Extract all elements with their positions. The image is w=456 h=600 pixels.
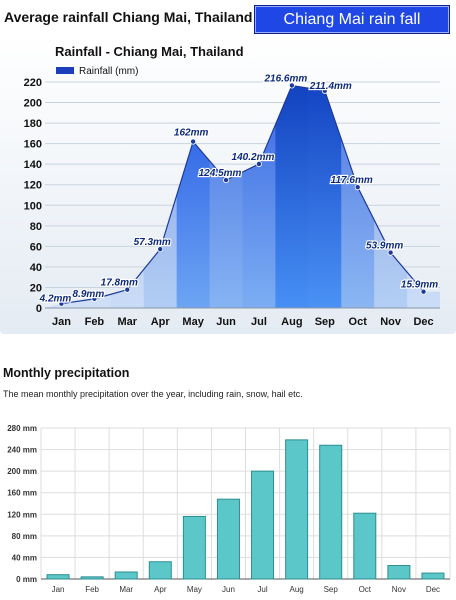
x-tick-label: Aug	[290, 585, 304, 594]
x-tick-label: Nov	[392, 585, 406, 594]
legend-label: Rainfall (mm)	[79, 66, 138, 77]
x-tick-label: Mar	[118, 316, 138, 328]
legend-swatch	[56, 67, 74, 74]
data-label: 124.5mm	[199, 168, 242, 179]
bar	[80, 576, 104, 580]
data-label: 140.2mm	[232, 152, 275, 163]
data-label: 8.9mm	[73, 289, 105, 300]
data-label: 53.9mm	[366, 241, 403, 252]
x-tick-label: Dec	[426, 585, 440, 594]
x-tick-label: Apr	[154, 585, 167, 594]
bar	[285, 439, 309, 580]
chart-title: Rainfall - Chiang Mai, Thailand	[55, 44, 244, 59]
y-tick-label: 60	[30, 241, 42, 253]
x-tick-label: Jun	[216, 316, 236, 328]
data-label: 17.8mm	[101, 278, 138, 289]
x-tick-label: May	[187, 585, 202, 594]
x-tick-label: Mar	[119, 585, 133, 594]
data-label: 15.9mm	[401, 280, 438, 291]
y-tick-label: 80 mm	[12, 532, 37, 541]
y-tick-label: 80	[30, 221, 42, 233]
x-tick-label: Jul	[251, 316, 267, 328]
x-tick-label: Jun	[222, 585, 235, 594]
data-label: 162mm	[174, 128, 209, 139]
bar	[319, 444, 343, 580]
data-point	[255, 160, 262, 167]
x-tick-label: May	[182, 316, 204, 328]
x-tick-label: Jan	[52, 316, 71, 328]
rainfall-area-chart: Rainfall - Chiang Mai, Thailand Rainfall …	[0, 34, 456, 334]
data-point	[387, 249, 394, 256]
bar	[182, 515, 206, 580]
y-tick-label: 160 mm	[7, 489, 37, 498]
x-tick-label: Feb	[85, 316, 105, 328]
data-point	[124, 286, 131, 293]
section-subtitle: The mean monthly precipitation over the …	[3, 389, 303, 399]
chart-badge: Chiang Mai rain fall	[254, 5, 450, 34]
bar	[387, 565, 411, 580]
x-tick-label: Jan	[52, 585, 65, 594]
y-tick-label: 220	[24, 77, 42, 89]
x-tick-label: Jul	[257, 585, 267, 594]
data-point	[321, 87, 328, 94]
y-tick-label: 140	[24, 159, 42, 171]
y-tick-label: 0 mm	[16, 575, 37, 584]
x-tick-label: Feb	[85, 585, 99, 594]
y-tick-label: 280 mm	[7, 424, 37, 433]
data-point	[354, 184, 361, 191]
x-tick-label: Oct	[359, 585, 372, 594]
y-tick-label: 200 mm	[7, 467, 37, 476]
data-point	[420, 288, 427, 295]
bar	[353, 512, 377, 580]
x-tick-label: Oct	[349, 316, 368, 328]
section-title: Monthly precipitation	[3, 366, 130, 380]
y-tick-label: 160	[24, 139, 42, 151]
x-tick-label: Sep	[324, 585, 339, 594]
bar	[421, 572, 445, 580]
series-line	[61, 84, 425, 305]
data-point	[288, 82, 295, 89]
x-tick-label: Apr	[151, 316, 171, 328]
data-point	[190, 138, 197, 145]
data-point	[58, 300, 65, 307]
precipitation-bar-chart: 0 mm 40 mm 80 mm 120 mm 160 mm 200 mm 240 mm 28…	[7, 424, 451, 594]
bar	[216, 498, 240, 580]
y-tick-label: 20	[30, 282, 42, 294]
y-tick-label: 120 mm	[7, 510, 37, 519]
bar	[148, 561, 172, 580]
y-tick-label: 0	[36, 303, 42, 315]
data-point	[91, 295, 98, 302]
page-title: Average rainfall Chiang Mai, Thailand	[4, 9, 253, 25]
data-label: 57.3mm	[134, 237, 171, 248]
data-label: 4.2mm	[39, 294, 72, 305]
y-tick-label: 200	[24, 98, 42, 110]
y-tick-label: 40 mm	[12, 553, 37, 562]
data-label: 211.4mm	[309, 81, 352, 92]
data-label: 117.6mm	[331, 175, 373, 186]
data-point	[157, 246, 164, 253]
y-tick-label: 180	[24, 118, 42, 130]
x-tick-label: Dec	[413, 316, 433, 328]
x-tick-label: Aug	[281, 316, 302, 328]
y-tick-label: 240 mm	[7, 446, 37, 455]
x-tick-label: Sep	[315, 316, 335, 328]
bar	[114, 571, 138, 580]
bar	[46, 574, 70, 580]
data-point	[223, 177, 230, 184]
y-tick-label: 120	[24, 180, 42, 192]
y-tick-label: 40	[30, 262, 42, 274]
data-label: 216.6mm	[263, 73, 307, 84]
bar	[251, 470, 275, 580]
y-tick-label: 100	[24, 200, 42, 212]
x-tick-label: Nov	[380, 316, 402, 328]
area-column	[275, 85, 309, 308]
